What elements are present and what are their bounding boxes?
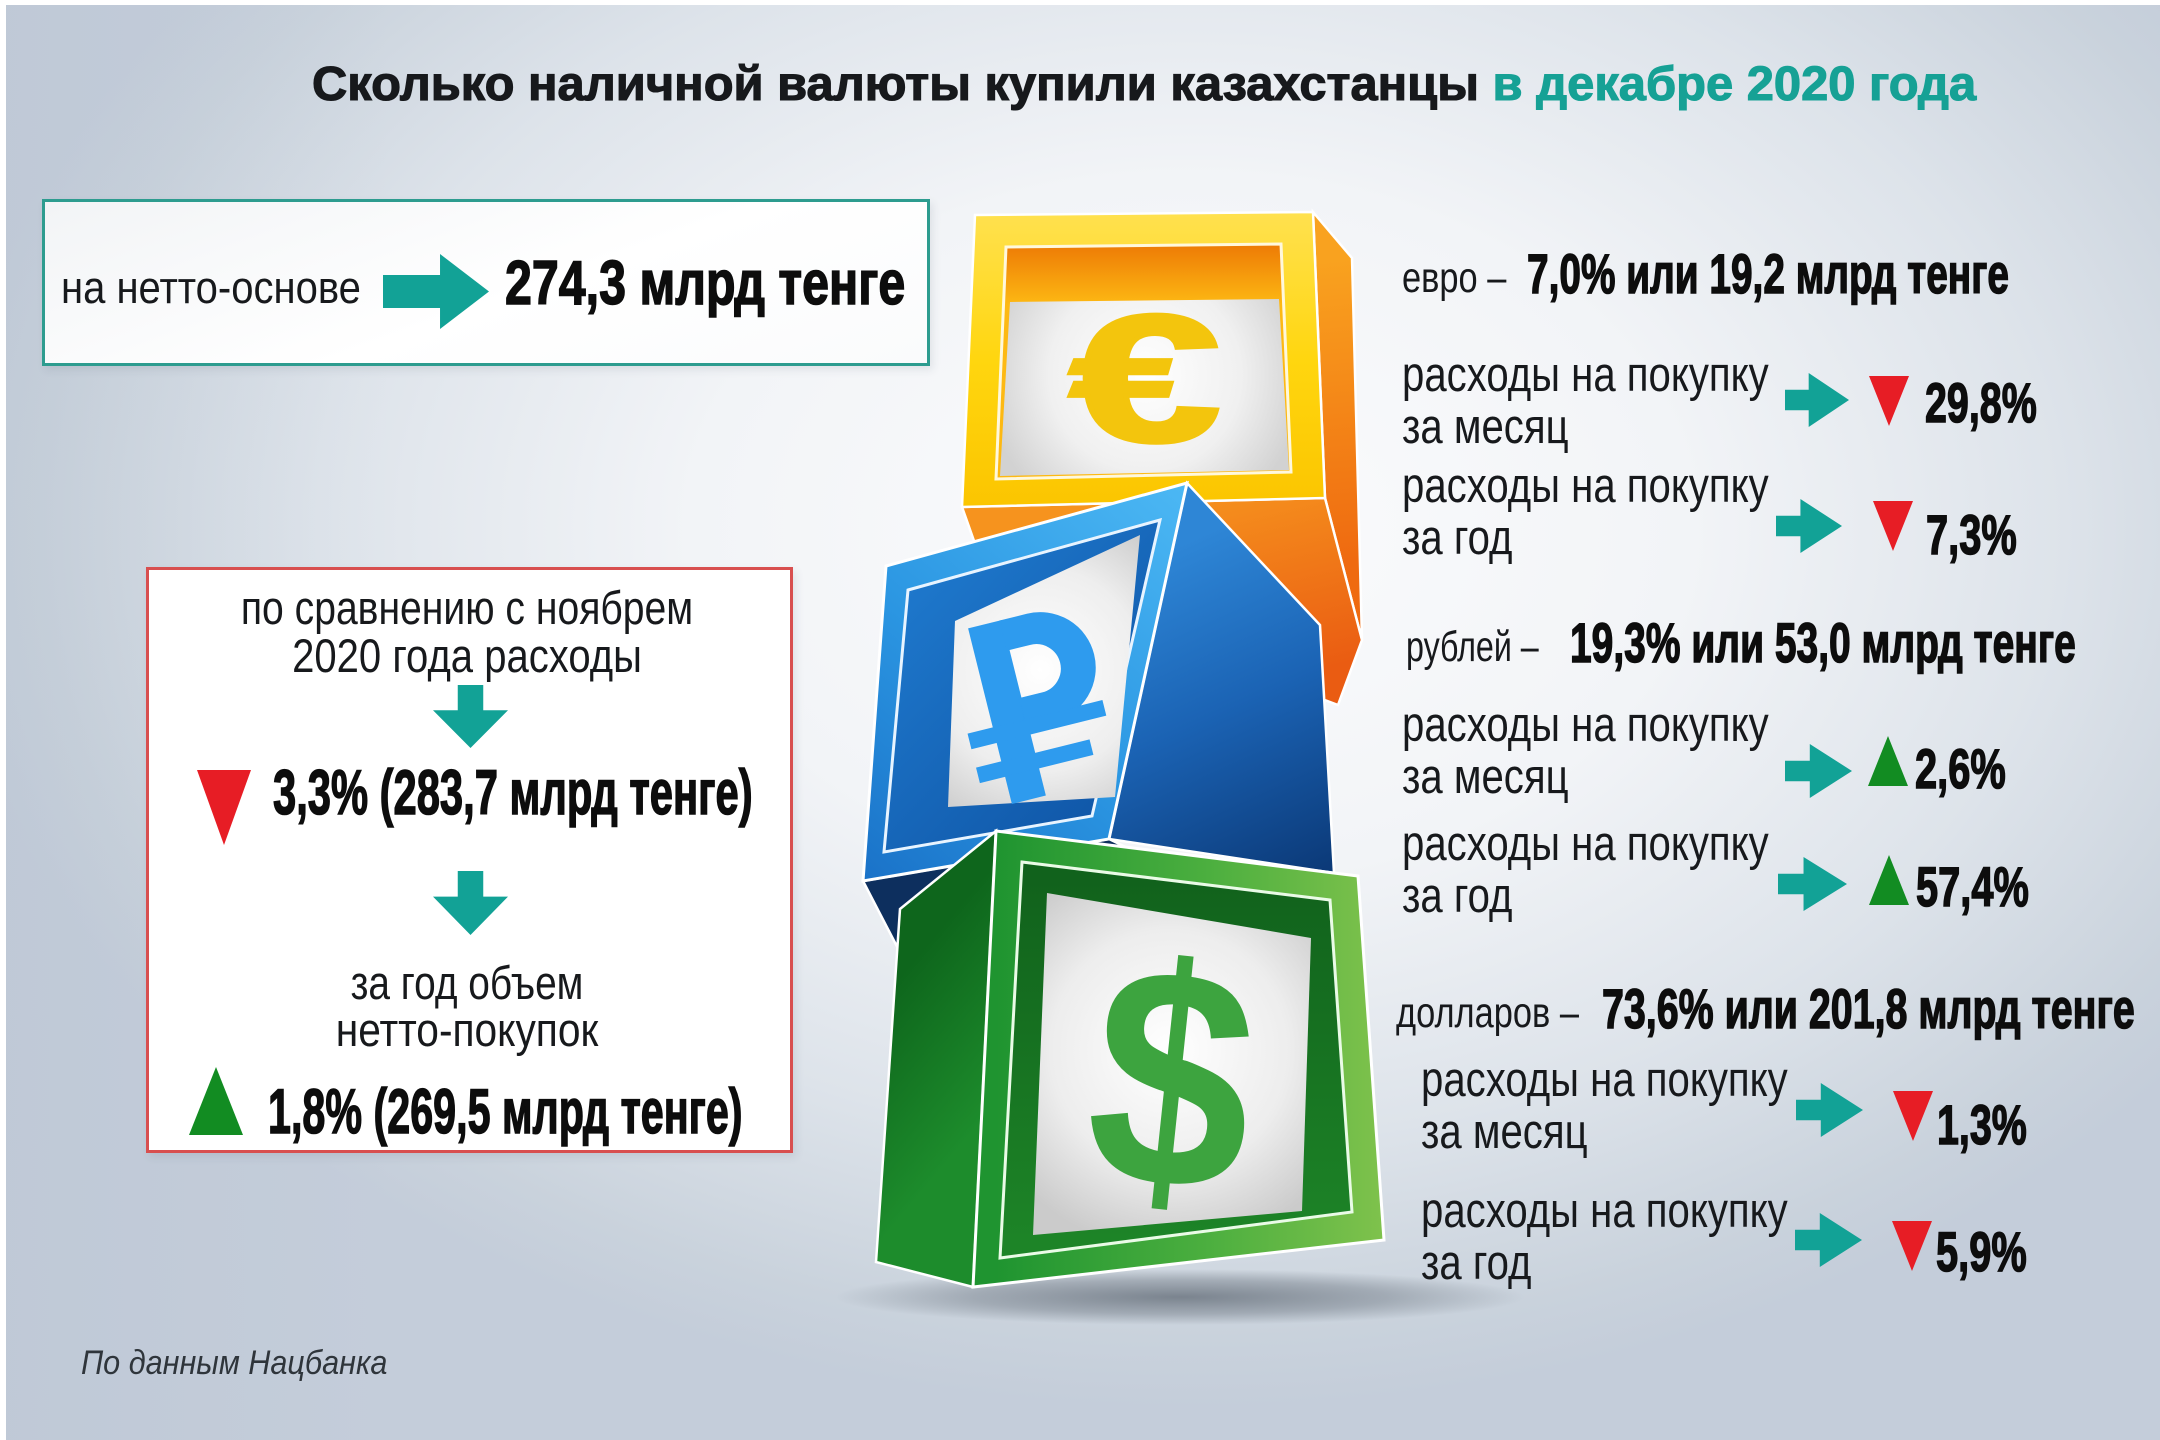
svg-text:$: $ bbox=[1074, 896, 1271, 1260]
svg-text:€: € bbox=[1069, 278, 1221, 480]
